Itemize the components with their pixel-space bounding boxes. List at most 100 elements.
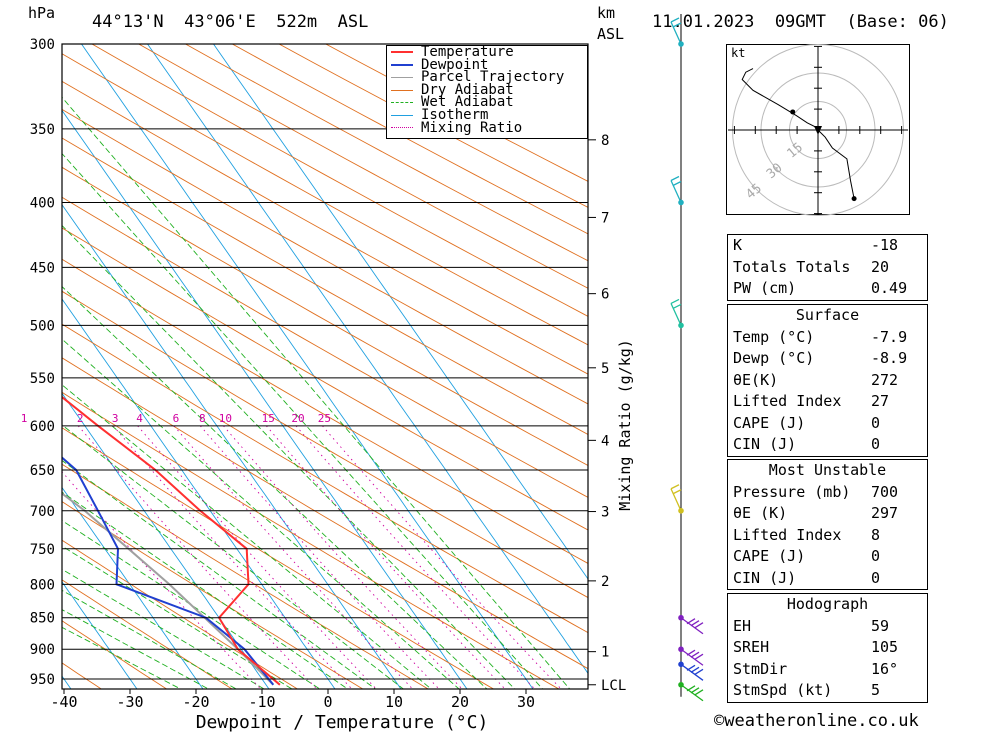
table-row: StmSpd (kt) 5 [728,680,927,702]
dry-adiabat-line [62,290,588,599]
hodograph-marker [790,109,796,115]
wet-adiabat-line [62,384,432,689]
height-tick-label: 7 [601,210,609,226]
legend-label: Temperature [421,44,514,60]
row-value: 8 [871,525,881,544]
wind-barb [680,648,704,666]
table-row: Pressure (mb) 700 [728,482,927,504]
pressure-tick-label: 550 [30,371,55,387]
pressure-tick-label: 900 [30,642,55,658]
pressure-tick-label: 950 [30,672,55,688]
wind-barb [680,663,704,681]
table-row: Totals Totals 20 [728,257,927,279]
table-row: StmDir 16° [728,659,927,681]
row-label: Temp (°C) [733,327,815,346]
temperature-line [62,395,281,686]
dry-adiabat-line [62,137,588,435]
mixing-ratio-value-label: 20 [291,412,304,425]
legend-item: Mixing Ratio [387,121,587,134]
wind-barb [680,617,704,635]
chart-legend: Temperature Dewpoint Parcel Trajectory Dry … [386,45,588,139]
hodograph-table: Hodograph EH 59 SREH 105 StmDir 16° StmSpd (kt… [727,593,928,703]
x-tick-label: 30 [517,693,535,711]
surface-table: Surface Temp (°C) -7.9 Dewp (°C) -8.9 θE(K) 2… [727,304,928,457]
pressure-tick-label: 350 [30,122,55,138]
isotherm-line [62,203,402,689]
dry-adiabat-line [231,44,588,235]
row-label: θE(K) [733,370,779,389]
pressure-tick-label: 500 [30,318,55,334]
wet-adiabat-line [62,285,488,689]
row-value: 0 [871,413,881,432]
table-row: Dewp (°C) -8.9 [728,348,927,370]
hodograph-unit: kt [731,46,745,60]
wind-barb-staff [680,684,704,702]
wind-barb-flag [694,653,704,660]
row-value: 0 [871,547,881,565]
row-label: Lifted Index [733,392,842,410]
row-value: 59 [871,616,890,635]
table-row: Lifted Index 27 [728,391,927,413]
wet-adiabat-line [62,424,405,689]
height-tick-label: 5 [601,361,609,377]
wind-barb-staff [680,617,704,635]
wind-barb-staff [670,488,682,512]
wind-barb-flag [694,622,704,629]
pressure-tick-label: 450 [30,260,55,276]
pressure-tick-label: 400 [30,195,55,211]
legend-label: Parcel Trajectory [421,69,565,86]
station-location: 44°13'N 43°06'E 522m ASL [92,12,369,32]
wind-barb-staff [670,303,682,326]
dry-adiabat-line [62,579,233,689]
height-tick-label: 8 [601,133,609,149]
mixing-ratio-value-label: 8 [199,412,206,425]
isotherm-line [62,392,270,689]
height-unit-label-asl: ASL [597,25,625,43]
dry-adiabat-line [62,357,588,670]
row-label: CIN (J) [733,568,797,587]
dry-adiabat-line [62,391,560,689]
table-row: Lifted Index 8 [728,525,927,547]
wet-adiabat-line [62,152,544,689]
wet-adiabat-line [62,338,460,689]
row-value: 16° [871,659,899,678]
pressure-tick-label: 600 [30,419,55,435]
isotherm-line [62,298,336,689]
mixing-ratio-axis-title: Mixing Ratio (g/kg) [616,339,634,511]
mixing-ratio-value-label: 4 [136,412,143,425]
wind-barb [670,175,682,203]
wind-barb-flag [672,22,682,28]
dry-adiabat-line [62,166,588,466]
mixing-ratio-value-label: 15 [262,412,275,425]
mixing-ratio-value-label: 3 [112,412,119,425]
dry-adiabat-line [91,44,588,317]
table-row: EH 59 [728,616,927,638]
dry-adiabat-line [62,80,588,375]
wet-adiabat-line [62,459,377,689]
row-label: SREH [733,638,770,656]
wind-barb-flag [694,668,704,675]
row-label: Totals Totals [733,257,851,276]
mixing-ratio-value-label: 6 [173,412,180,425]
row-value: -7.9 [871,327,908,346]
pressure-tick-label: 700 [30,504,55,520]
row-value: 700 [871,482,899,501]
hodograph-trace [817,129,855,199]
wind-barb-staff [670,21,682,45]
mixing-ratio-line [137,425,377,689]
wind-barb [670,17,682,45]
dry-adiabat-line [62,539,299,689]
row-value: 27 [871,392,890,410]
table-row: θE(K) 272 [728,370,927,392]
mixing-ratio-value-label: 2 [77,412,84,425]
x-axis-title: Dewpoint / Temperature (°C) [196,712,489,733]
wind-barb-flag [672,489,682,495]
x-tick-label: -20 [182,693,209,711]
isotherm-line [62,109,468,689]
dry-adiabat-line [62,227,588,531]
legend-item: Wet Adiabat [387,96,587,109]
table-row: K -18 [728,235,927,257]
table-row: PW (cm) 0.49 [728,278,927,300]
mixing-ratio-value-label: 1 [21,412,28,425]
